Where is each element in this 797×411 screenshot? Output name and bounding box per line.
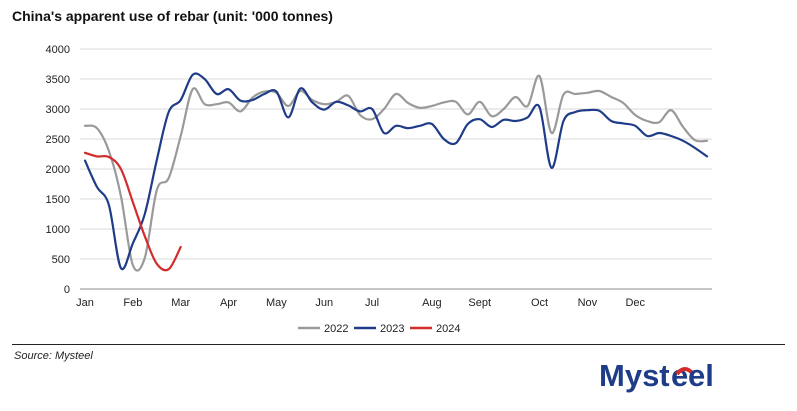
grid-lines: [80, 48, 712, 260]
series-line-2023: [83, 72, 709, 271]
y-tick-label: 3500: [46, 74, 70, 86]
y-tick-label: 4000: [46, 44, 70, 56]
series-line-2024: [83, 151, 182, 272]
chart-title: China's apparent use of rebar (unit: '00…: [12, 8, 333, 24]
svg-text:e: e: [671, 358, 688, 393]
x-tick-label: Apr: [220, 297, 237, 309]
x-axis-ticks: Jan Feb Mar Apr May Jun Jul Aug Sept Oct Nov Dec: [76, 297, 645, 309]
legend-label-2024: 2024: [436, 323, 460, 335]
y-tick-label: 2000: [46, 164, 70, 176]
x-tick-label: Sept: [468, 297, 491, 309]
legend-label-2023: 2023: [380, 323, 404, 335]
source-note: Source: Mysteel: [14, 350, 93, 362]
y-tick-label: 0: [64, 284, 70, 296]
y-tick-label: 3000: [46, 104, 70, 116]
y-tick-label: 2500: [46, 134, 70, 146]
x-tick-label: May: [266, 297, 287, 309]
legend-label-2022: 2022: [324, 323, 348, 335]
x-tick-label: Jun: [315, 297, 333, 309]
series-lines: [83, 72, 709, 272]
y-axis-ticks: 0 500 1000 1500 2000 2500 3000 3500 4000: [46, 44, 70, 296]
chart-svg: 0 500 1000 1500 2000 2500 3000 3500 4000 Jan Feb M…: [46, 44, 712, 335]
y-tick-label: 1000: [46, 224, 70, 236]
y-tick-label: 500: [52, 254, 70, 266]
x-tick-label: Nov: [578, 297, 598, 309]
x-tick-label: Oct: [531, 297, 548, 309]
x-tick-label: Feb: [123, 297, 142, 309]
legend: 2022 2023 2024: [298, 323, 460, 335]
mysteel-logo-mark: Myst e el: [599, 358, 714, 393]
logo-wordmark: Myst: [599, 358, 670, 393]
x-tick-label: Jan: [76, 297, 94, 309]
x-tick-label: Aug: [422, 297, 442, 309]
x-tick-label: Dec: [625, 297, 645, 309]
mysteel-logo: Myst e el: [597, 352, 727, 401]
y-tick-label: 1500: [46, 194, 70, 206]
x-tick-label: Mar: [171, 297, 190, 309]
logo-accent-e: e: [671, 358, 695, 393]
svg-text:el: el: [688, 358, 714, 393]
source-divider: [12, 344, 785, 345]
x-tick-label: Jul: [365, 297, 379, 309]
series-line-2022: [83, 74, 709, 272]
